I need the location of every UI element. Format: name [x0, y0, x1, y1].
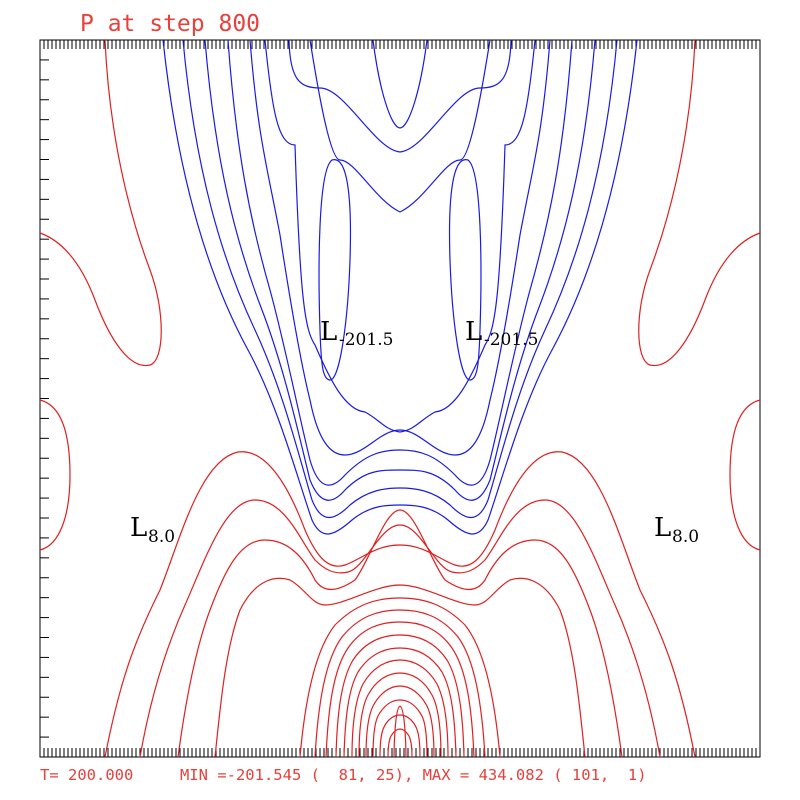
contour-pos-16: [393, 705, 407, 758]
contour-pos-15: [387, 728, 413, 758]
plot-frame: [39, 39, 761, 758]
extremum-label-2: L -201.5: [465, 317, 538, 350]
contour-pos-9: [343, 647, 457, 758]
footer-stats: T= 200.000 MIN =-201.545 ( 81, 25), MAX …: [40, 766, 647, 784]
contour-neg-5: [249, 39, 551, 456]
label-value: 8.0: [672, 527, 699, 547]
positive-contours: [39, 39, 761, 758]
contour-neg-7: [204, 39, 596, 501]
contour-neg-3: [288, 39, 512, 153]
contour-pos-side-2: [638, 39, 761, 367]
extremum-label-4: L 8.0: [654, 513, 699, 547]
contour-neg-9: [162, 39, 638, 535]
tick-marks: [39, 39, 761, 758]
contour-pos-6: [314, 609, 486, 758]
contour-neg-8: [182, 39, 618, 519]
extremum-label-3: L 8.0: [130, 513, 175, 547]
label-letter: L: [654, 513, 671, 543]
contour-pos-side-4: [729, 399, 761, 551]
contour-neg-4: [264, 39, 536, 433]
contour-pos-4: [214, 577, 586, 758]
negative-contours: [162, 39, 638, 535]
contour-pos-2: [139, 499, 661, 758]
contour-pos-1: [104, 451, 696, 758]
contour-neg-2: [309, 39, 491, 213]
contour-pos-3: [177, 509, 623, 758]
contour-pos-11: [358, 672, 442, 758]
label-letter: L: [465, 317, 482, 347]
label-value: -201.5: [484, 330, 538, 350]
label-value: -201.5: [339, 330, 393, 350]
contour-pos-side-1: [39, 39, 162, 367]
contour-neg-10: [318, 159, 352, 381]
contour-pos-5: [299, 597, 501, 758]
contour-pos-8: [335, 634, 465, 758]
contour-pos-side-3: [39, 399, 71, 551]
contour-pos-14: [379, 714, 421, 758]
contour-neg-1: [372, 39, 428, 129]
extremum-label-1: L -201.5: [320, 317, 393, 350]
contour-pos-13: [372, 699, 428, 758]
contour-pos-12: [365, 685, 435, 758]
plot-title: P at step 800: [80, 11, 260, 37]
label-letter: L: [130, 513, 147, 543]
contour-neg-11: [448, 159, 482, 381]
contour-neg-6: [227, 39, 573, 486]
label-value: 8.0: [148, 527, 175, 547]
contour-pos-7: [325, 621, 475, 758]
label-letter: L: [320, 317, 337, 347]
contour-pos-10: [351, 659, 449, 758]
